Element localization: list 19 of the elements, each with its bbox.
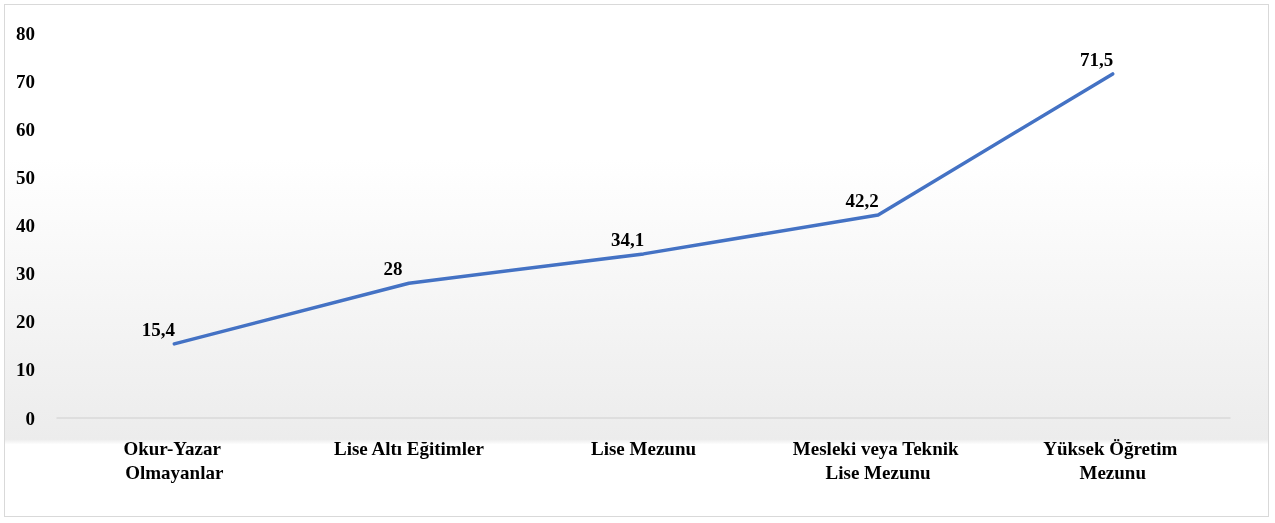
x-tick-label: Yüksek Öğretim Mezunu: [1043, 437, 1183, 483]
x-tick-label: Mesleki veya Teknik Lise Mezunu: [792, 437, 964, 483]
data-label: 71,5: [1080, 48, 1114, 70]
y-tick-label: 40: [16, 215, 35, 236]
data-label: 28: [383, 258, 403, 280]
data-label: 34,1: [610, 228, 645, 250]
y-tick-label: 70: [16, 70, 35, 92]
data-label: 15,4: [141, 318, 176, 340]
x-tick-label: Lise Altı Eğitimler: [333, 437, 485, 459]
y-tick-label: 50: [16, 166, 35, 188]
x-tick-label: Lise Mezunu: [590, 437, 697, 459]
y-tick-label: 30: [16, 263, 35, 285]
y-tick-label: 0: [25, 407, 35, 429]
y-tick-label: 20: [16, 311, 35, 333]
data-label: 42,2: [845, 189, 879, 211]
y-tick-label: 80: [16, 22, 35, 44]
y-tick-label: 60: [16, 118, 35, 140]
y-tick-label: 10: [16, 359, 35, 381]
x-tick-label: Okur-Yazar Olmayanlar: [123, 437, 226, 483]
